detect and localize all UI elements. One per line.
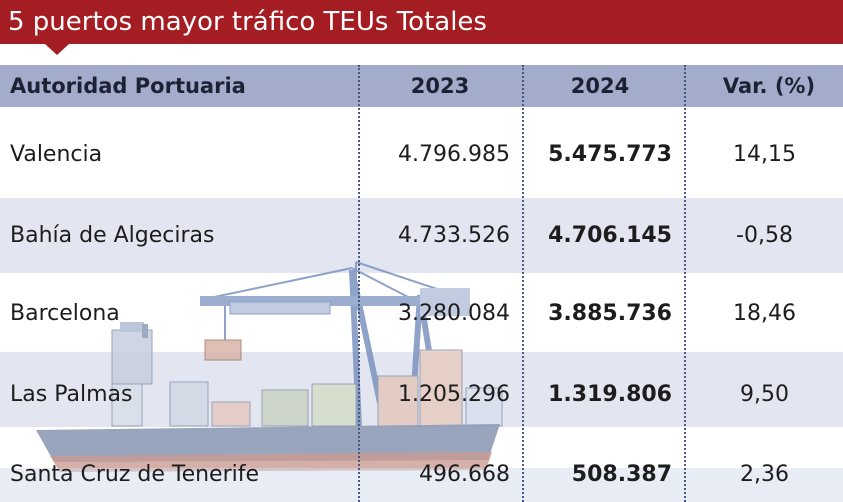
port-name: Las Palmas bbox=[10, 382, 133, 407]
port-name: Bahía de Algeciras bbox=[10, 223, 215, 248]
value-2023: 4.796.985 bbox=[398, 142, 510, 167]
column-separator bbox=[522, 65, 524, 502]
value-2023: 1.205.296 bbox=[398, 382, 510, 407]
variation: -0,58 bbox=[736, 223, 793, 248]
variation: 2,36 bbox=[740, 462, 789, 487]
value-2023: 496.668 bbox=[419, 462, 510, 487]
containers bbox=[111, 349, 503, 427]
title-notch bbox=[45, 44, 69, 55]
column-separator bbox=[684, 65, 686, 502]
port-name: Santa Cruz de Tenerife bbox=[10, 462, 260, 487]
value-2024: 508.387 bbox=[571, 462, 672, 487]
port-name: Barcelona bbox=[10, 301, 120, 326]
port-name: Valencia bbox=[10, 142, 103, 167]
value-2024: 3.885.736 bbox=[548, 301, 672, 326]
value-2023: 4.733.526 bbox=[398, 223, 510, 248]
header-port: Autoridad Portuaria bbox=[10, 74, 246, 98]
table-header bbox=[0, 65, 843, 107]
value-2024: 4.706.145 bbox=[548, 223, 672, 248]
value-2024: 1.319.806 bbox=[548, 382, 672, 407]
row-band bbox=[0, 198, 843, 273]
header-var: Var. (%) bbox=[722, 74, 816, 98]
header-2023: 2023 bbox=[410, 74, 470, 98]
value-2024: 5.475.773 bbox=[548, 142, 672, 167]
page-title: 5 puertos mayor tráfico TEUs Totales bbox=[8, 7, 487, 37]
column-separator bbox=[358, 65, 360, 502]
header-2024: 2024 bbox=[570, 74, 630, 98]
variation: 9,50 bbox=[740, 382, 789, 407]
value-2023: 3.280.084 bbox=[398, 301, 510, 326]
title-bar bbox=[0, 0, 843, 44]
variation: 18,46 bbox=[733, 301, 796, 326]
variation: 14,15 bbox=[733, 142, 796, 167]
